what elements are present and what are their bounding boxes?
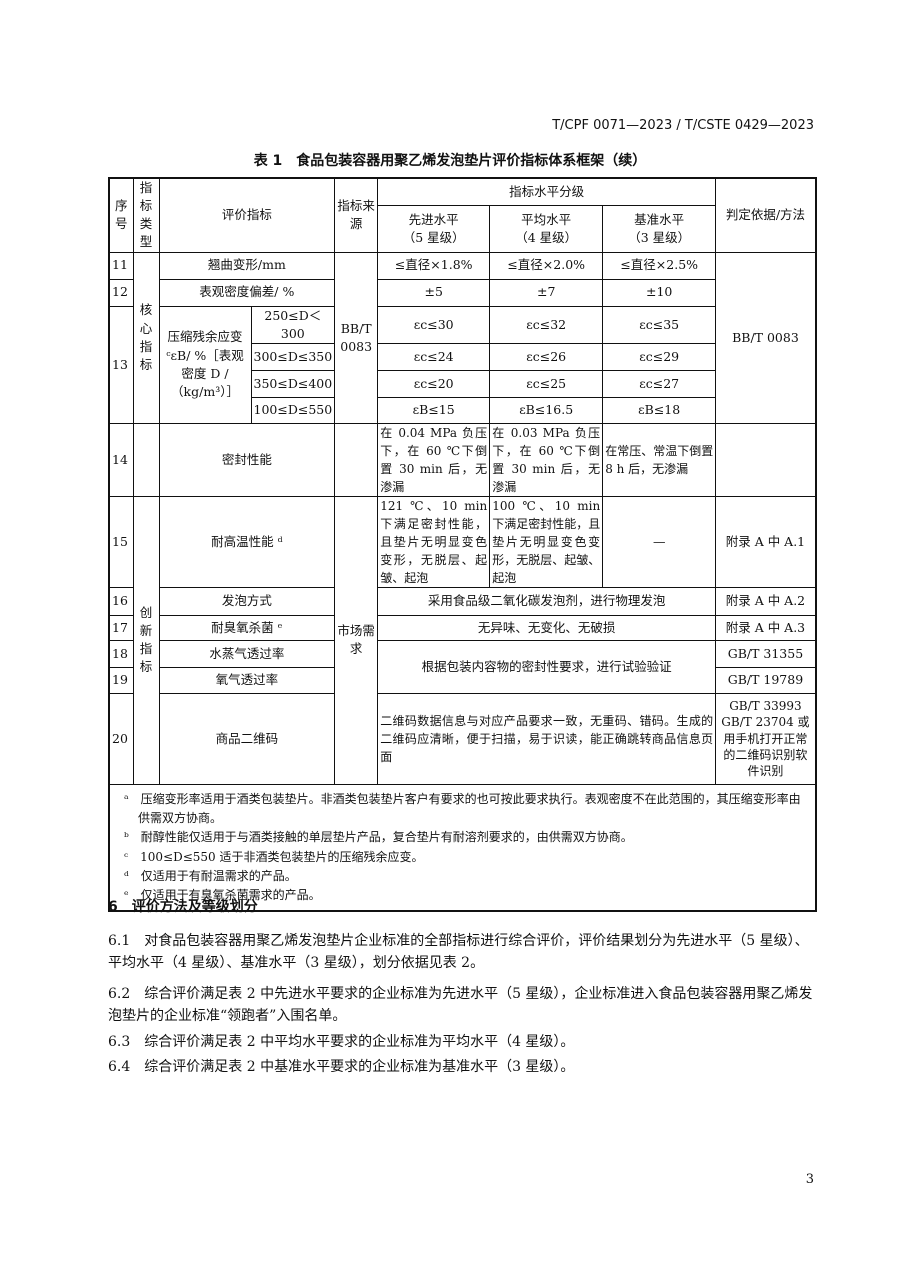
table-row: 300≤D≤350 εc≤24 εc≤26 εc≤29 bbox=[109, 342, 816, 371]
footnote-e: ᵉ 仅适用于有臭氧杀菌需求的产品。 bbox=[124, 887, 321, 902]
source-market: 市场需求 bbox=[334, 495, 379, 785]
table-row: 12 表观密度偏差/ % ±5 ±7 ±10 bbox=[108, 278, 816, 307]
table-row: 11 核心指标 翘曲变形/mm BB/T 0083 ≤直径×1.8% ≤直径×2.… bbox=[108, 251, 817, 424]
footnotes-row: ᵃ 压缩变形率适用于酒类包装垫片。非酒类包装垫片客户有要求的也可按此要求执行。表… bbox=[108, 783, 817, 912]
paragraph-6-2: 6.2 综合评价满足表 2 中先进水平要求的企业标准为先进水平（5 星级），企业… bbox=[108, 986, 813, 1025]
type-core: 核心指标 bbox=[132, 251, 160, 424]
th-levels: 指标水平分级 bbox=[377, 177, 717, 207]
footnote-a: ᵃ 压缩变形率适用于酒类包装垫片。非酒类包装垫片客户有要求的也可按此要求执行。表… bbox=[124, 791, 801, 826]
source-bbt: BB/T 0083 bbox=[334, 251, 379, 424]
indicator-table: 序号 指标类型 评价指标 指标来源 指标水平分级 判定依据/方法 先进水平 （5 … bbox=[108, 177, 817, 913]
table-row: 18 水蒸气透过率 根据包装内容物的密封性要求，进行试验验证 GB/T 3135… bbox=[108, 639, 817, 694]
table-row: 19 氧气透过率 GB/T 19789 bbox=[108, 666, 817, 694]
standard-header: T/CPF 0071—2023 / T/CSTE 0429—2023 bbox=[552, 118, 814, 133]
table-row: 350≤D≤400 εc≤20 εc≤25 εc≤27 bbox=[109, 369, 816, 398]
type-innovation: 创新指标 bbox=[132, 495, 160, 785]
th-level3: 基准水平 （3 星级） bbox=[602, 205, 717, 253]
footnote-d: ᵈ 仅适用于有耐温需求的产品。 bbox=[124, 868, 297, 883]
table-row: 13 压缩残余应变ᶜεB/ %［表观密度 D / （kg/m³）］ 250≤D＜… bbox=[108, 305, 816, 424]
table-row: 100≤D≤550 εB≤15 εB≤16.5 εB≤18 bbox=[109, 396, 816, 424]
table-row: 14 密封性能 在 0.04 MPa 负压下，在 60 ℃下倒置 30 min … bbox=[108, 422, 817, 497]
table-row: 15 创新指标 耐高温性能 ᵈ 市场需求 121 ℃、10 min 下满足密封性… bbox=[108, 495, 817, 785]
footnote-b: ᵇ 耐醇性能仅适用于与酒类接触的单层垫片产品，复合垫片有耐溶剂要求的，由供需双方… bbox=[124, 830, 633, 845]
th-method: 判定依据/方法 bbox=[715, 177, 817, 253]
table-caption: 表 1 食品包装容器用聚乙烯发泡垫片评价指标体系框架（续） bbox=[253, 153, 647, 169]
page-number: 3 bbox=[805, 1172, 814, 1187]
table-row: 20 商品二维码 二维码数据信息与对应产品要求一致，无重码、错码。生成的二维码应… bbox=[108, 692, 817, 785]
th-type: 指标类型 bbox=[132, 177, 160, 253]
paragraph-6-3: 6.3 综合评价满足表 2 中平均水平要求的企业标准为平均水平（4 星级）。 bbox=[108, 1034, 575, 1050]
th-no: 序号 bbox=[108, 177, 134, 253]
paragraph-6-1: 6.1 对食品包装容器用聚乙烯发泡垫片企业标准的全部指标进行综合评价，评价结果划… bbox=[108, 933, 809, 972]
th-source: 指标来源 bbox=[334, 177, 379, 253]
method-core: BB/T 0083 bbox=[715, 251, 817, 424]
th-level5: 先进水平 （5 星级） bbox=[377, 205, 491, 253]
th-level4: 平均水平 （4 星级） bbox=[489, 205, 604, 253]
table-row: 16 发泡方式 采用食品级二氧化碳发泡剂，进行物理发泡 附录 A 中 A.2 bbox=[108, 586, 817, 616]
section-title: 6 评价方法及等级划分 bbox=[108, 899, 258, 915]
table-row: 17 耐臭氧杀菌 ᵉ 无异味、无变化、无破损 附录 A 中 A.3 bbox=[108, 614, 817, 641]
paragraph-6-4: 6.4 综合评价满足表 2 中基准水平要求的企业标准为基准水平（3 星级）。 bbox=[108, 1059, 575, 1075]
footnote-c: ᶜ 100≤D≤550 适于非酒类包装垫片的压缩残余应变。 bbox=[124, 849, 424, 864]
th-indicator: 评价指标 bbox=[158, 177, 336, 253]
